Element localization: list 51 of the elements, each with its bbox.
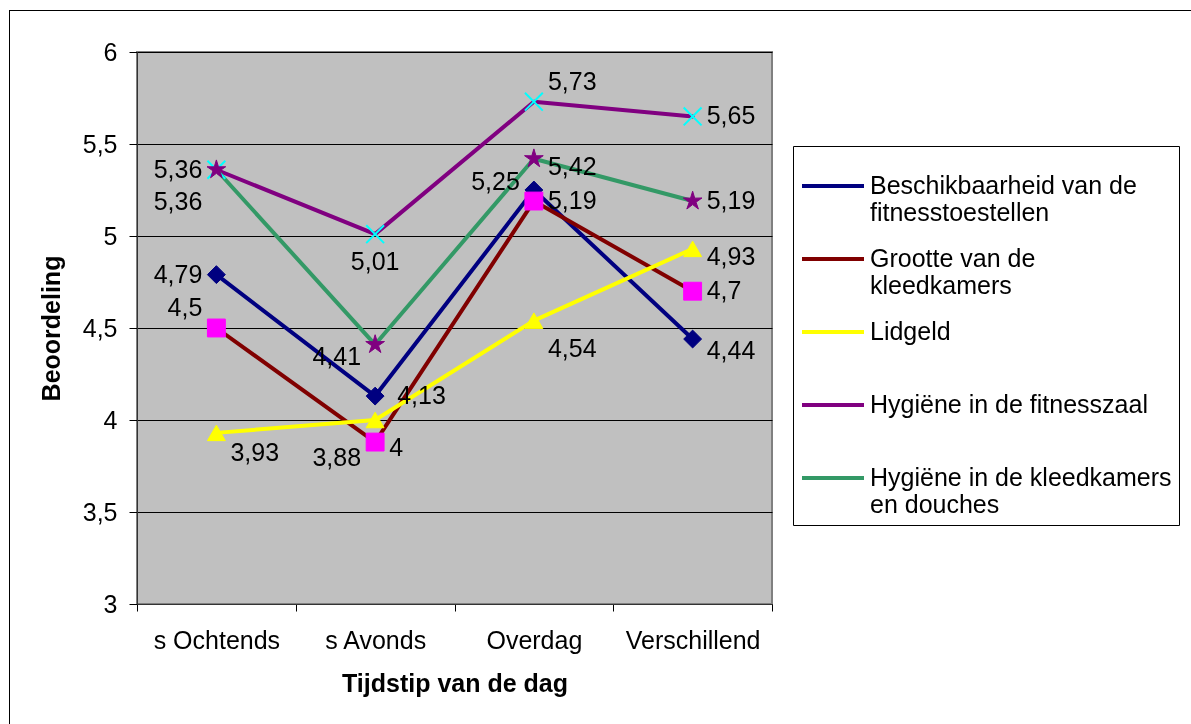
point [683,240,703,258]
legend-label: Hygiëne in de fitnesszaal [870,390,1148,418]
y-tick-label: 4,5 [82,313,118,342]
data-label: 4,79 [153,259,203,288]
y-tick-label: 3,5 [82,497,118,526]
point [683,281,703,301]
data-label: 4 [389,433,404,461]
data-label: 5,73 [547,66,597,95]
x-tick-label: Verschillend [625,625,761,654]
y-axis-title: Beoordeling [36,255,65,402]
data-label: 4,54 [547,333,597,362]
point [365,224,386,245]
data-label: 4,7 [706,276,742,305]
x-axis-title: Tijdstip van de dag [342,668,568,697]
point [206,318,226,338]
data-label: 3,93 [230,437,280,466]
point [365,334,385,354]
data-label: 4,44 [706,336,756,365]
point [365,411,385,429]
point [682,190,703,210]
point [683,329,703,349]
x-tick-label: s Avonds [325,625,427,654]
legend-label: Beschikbaarheid van de fitnesstoestellen [870,171,1137,226]
x-tick-label: s Ochtends [153,625,281,654]
legend-label: Lidgeld [870,317,951,345]
y-tick-label: 3 [103,589,118,618]
y-tick-label: 5,5 [82,129,118,158]
point [524,148,544,168]
data-label: 3,88 [312,443,362,472]
legend-label: Grootte van de kleedkamers [870,244,1036,299]
y-tick-label: 4 [103,405,118,434]
x-tick-label: Overdag [486,625,583,654]
data-label: 5,65 [706,101,756,130]
data-label: 5,36 [153,154,203,183]
point [206,424,226,442]
point [365,432,385,452]
data-label: 5,19 [706,186,756,215]
legend-label: Hygiëne in de kleedkamers en douches [870,463,1172,518]
y-tick-label: 6 [103,37,118,66]
point [365,386,385,406]
y-tick-label: 5 [103,221,118,250]
data-label: 5,19 [547,186,597,215]
data-label: 4,93 [706,241,756,270]
point [524,312,544,329]
data-label: 5,36 [153,186,203,215]
point [206,265,226,285]
data-label: 4,5 [167,293,203,321]
point [524,191,544,211]
point [682,106,703,127]
data-label: 5,01 [350,247,400,276]
point [523,91,544,112]
